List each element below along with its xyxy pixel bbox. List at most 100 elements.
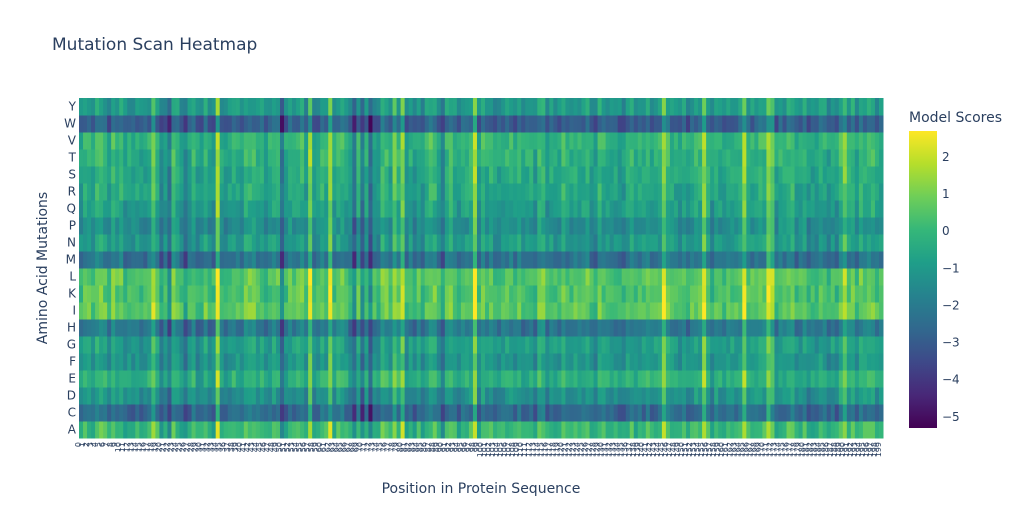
heatmap-cell [352,149,357,167]
heatmap-cell [155,98,160,116]
heatmap-cell [372,115,377,133]
heatmap-cell [444,336,450,354]
heatmap-cell [710,353,715,371]
heatmap-cell [340,387,345,405]
heatmap-cell [585,268,591,286]
heatmap-cell [549,285,554,303]
heatmap-cell [91,336,96,354]
heatmap-cell [561,251,566,269]
heatmap-cell [255,319,261,337]
heatmap-cell [243,353,249,371]
heatmap-cell [203,387,209,405]
heatmap-cell [581,336,587,354]
heatmap-cell [613,353,619,371]
heatmap-cell [537,183,542,201]
heatmap-cell [400,234,406,252]
heatmap-cell [147,251,152,269]
heatmap-cell [806,319,812,337]
heatmap-cell [123,98,128,116]
heatmap-cell [211,234,217,252]
heatmap-cell [669,200,675,218]
heatmap-cell [597,370,603,388]
heatmap-cell [247,302,253,320]
heatmap-cell [107,302,112,320]
heatmap-cell [131,370,136,388]
heatmap-cell [874,421,880,439]
heatmap-cell [557,217,562,235]
heatmap-cell [553,132,558,150]
heatmap-cell [653,285,659,303]
heatmap-cell [143,166,148,184]
heatmap-cell [263,353,269,371]
heatmap-cell [300,149,305,167]
heatmap-cell [420,251,426,269]
heatmap-cell [842,268,848,286]
heatmap-cell [593,387,599,405]
heatmap-cell [211,336,217,354]
heatmap-cell [870,302,876,320]
heatmap-cell [231,421,237,439]
heatmap-cell [199,268,205,286]
y-tick-label: E [68,372,76,386]
heatmap-cell [364,421,369,439]
heatmap-cell [231,251,237,269]
heatmap-cell [223,387,229,405]
heatmap-cell [682,217,687,235]
heatmap-cell [714,370,719,388]
x-tick-label: 85 [416,442,425,452]
heatmap-cell [424,353,430,371]
heatmap-cell [324,132,329,150]
heatmap-cell [119,404,124,422]
heatmap-cell [456,115,462,133]
heatmap-cell [766,251,771,269]
heatmap-cell [440,387,446,405]
heatmap-cell [255,387,261,405]
heatmap-cell [810,421,816,439]
heatmap-cell [794,234,800,252]
x-tick-label: 69 [351,442,360,452]
heatmap-cell [597,234,603,252]
heatmap-cell [778,251,783,269]
heatmap-cell [842,234,848,252]
heatmap-cell [710,98,715,116]
x-tick-label: 48 [267,442,276,452]
heatmap-cell [734,285,739,303]
heatmap-cell [661,268,667,286]
heatmap-cell [734,268,739,286]
heatmap-cell [163,387,168,405]
x-tick-label: 183 [810,442,819,457]
heatmap-cell [770,285,775,303]
heatmap-cell [513,268,518,286]
heatmap-cell [207,370,213,388]
heatmap-cell [83,285,88,303]
heatmap-cell [810,115,816,133]
heatmap-cell [682,302,687,320]
heatmap-cell [669,166,675,184]
heatmap-cell [239,183,245,201]
heatmap-cell [468,268,474,286]
heatmap-cell [384,149,390,167]
heatmap-cell [328,285,333,303]
heatmap-cell [468,234,474,252]
heatmap-cell [320,149,325,167]
heatmap-cell [284,268,289,286]
heatmap-cell [424,234,430,252]
heatmap-cell [428,336,434,354]
heatmap-cell [123,268,128,286]
heatmap-cell [275,183,281,201]
heatmap-cell [629,251,635,269]
heatmap-cell [509,251,514,269]
heatmap-cell [392,234,398,252]
heatmap-cell [259,149,265,167]
heatmap-cell [360,302,365,320]
heatmap-cell [686,404,691,422]
heatmap-cell [372,319,377,337]
heatmap-cell [589,421,595,439]
heatmap-cell [657,285,663,303]
heatmap-cell [432,285,438,303]
heatmap-cell [838,132,844,150]
heatmap-cell [143,115,148,133]
heatmap-cell [159,404,164,422]
heatmap-cell [866,132,872,150]
heatmap-cell [746,200,751,218]
